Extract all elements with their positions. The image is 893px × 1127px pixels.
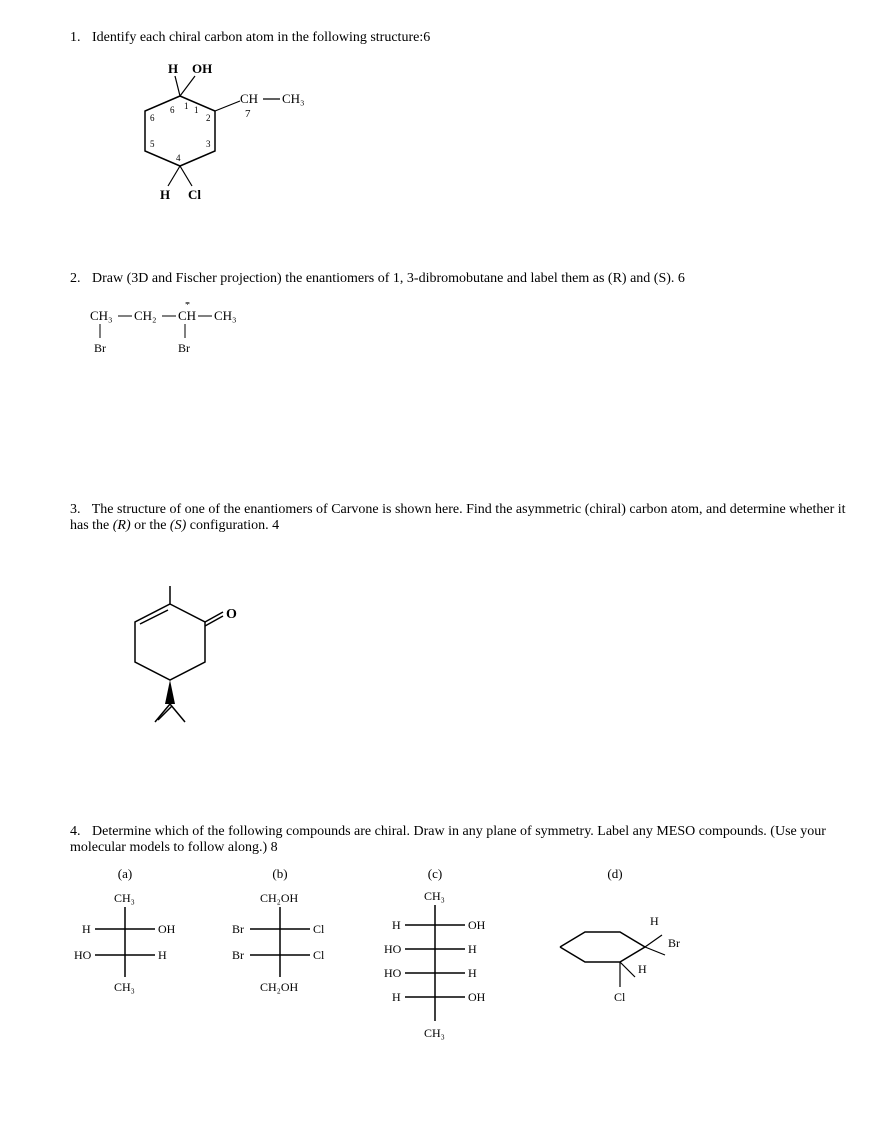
svg-text:OH: OH <box>468 990 486 1004</box>
svg-text:6: 6 <box>150 113 155 123</box>
svg-text:CH₃: CH₃ <box>424 889 445 903</box>
q4-b-svg: CH₂OH Br Cl Br Cl CH₂OH <box>220 887 340 997</box>
svg-text:OH: OH <box>192 61 212 76</box>
q4-item-b: (b) CH₂OH Br Cl Br Cl CH₂OH <box>220 866 340 1047</box>
question-4: 4. Determine which of the following comp… <box>40 824 853 1047</box>
q4-structures-row: (a) CH₃ H OH HO H CH₃ (b) CH₂OH Br <box>70 866 853 1047</box>
svg-text:4: 4 <box>176 153 181 163</box>
svg-text:O: O <box>226 607 237 622</box>
svg-text:H: H <box>82 922 91 936</box>
q1-structure-svg: 1 2 3 4 5 6 6 1 H OH CH CH₃ 7 H Cl <box>100 61 340 221</box>
svg-text:5: 5 <box>150 139 155 149</box>
svg-text:Cl: Cl <box>313 922 325 936</box>
q4-item-a: (a) CH₃ H OH HO H CH₃ <box>70 866 180 1047</box>
svg-text:H: H <box>650 914 659 928</box>
svg-text:*: * <box>185 302 190 311</box>
q2-text: Draw (3D and Fischer projection) the ena… <box>92 271 685 286</box>
svg-text:OH: OH <box>468 918 486 932</box>
q1-structure: 1 2 3 4 5 6 6 1 H OH CH CH₃ 7 H Cl <box>100 61 853 221</box>
svg-text:CH₃: CH₃ <box>114 980 135 994</box>
svg-text:CH₃: CH₃ <box>90 308 113 323</box>
svg-text:CH₂: CH₂ <box>134 308 157 323</box>
q3-R: (R) <box>113 518 131 533</box>
q3-number: 3. <box>70 502 81 517</box>
q1-text: Identify each chiral carbon atom in the … <box>92 30 430 45</box>
q4-c-svg: CH₃ H OH HO H HO H H OH CH₃ <box>380 887 490 1047</box>
q4-a-svg: CH₃ H OH HO H CH₃ <box>70 887 180 997</box>
q2-chain-svg: CH₃ CH₂ CH * CH₃ Br Br <box>90 302 350 362</box>
q4-d-label: (d) <box>530 866 700 882</box>
svg-text:CH₃: CH₃ <box>282 91 305 106</box>
q2-number: 2. <box>70 271 81 286</box>
svg-text:1: 1 <box>194 105 199 115</box>
svg-text:HO: HO <box>74 948 92 962</box>
question-3: 3. The structure of one of the enantiome… <box>40 502 853 744</box>
svg-text:H: H <box>158 948 167 962</box>
svg-text:CH₃: CH₃ <box>424 1026 445 1040</box>
q4-number: 4. <box>70 824 81 839</box>
svg-text:Cl: Cl <box>188 187 201 202</box>
q3-or: or the <box>131 518 170 533</box>
svg-text:H: H <box>392 990 401 1004</box>
svg-text:1: 1 <box>184 101 189 111</box>
svg-text:2: 2 <box>206 113 211 123</box>
q2-text-content: Draw (3D and Fischer projection) the ena… <box>92 271 685 286</box>
svg-text:H: H <box>168 61 178 76</box>
svg-text:CH₂OH: CH₂OH <box>260 891 299 905</box>
svg-text:7: 7 <box>245 108 251 120</box>
svg-text:OH: OH <box>158 922 176 936</box>
q2-chain: CH₃ CH₂ CH * CH₃ Br Br <box>90 302 853 362</box>
q1-number: 1. <box>70 30 81 45</box>
svg-text:Br: Br <box>94 341 106 355</box>
svg-text:6: 6 <box>170 105 175 115</box>
q3-carvone-svg: O <box>100 574 280 744</box>
svg-text:Br: Br <box>668 936 680 950</box>
svg-text:CH₂OH: CH₂OH <box>260 980 299 994</box>
q4-c-label: (c) <box>380 866 490 882</box>
q4-item-c: (c) CH₃ H OH HO H HO H H OH CH₃ <box>380 866 490 1047</box>
q3-structure: O <box>100 574 853 744</box>
svg-text:CH₃: CH₃ <box>214 308 237 323</box>
q3-S: (S) <box>170 518 186 533</box>
svg-text:CH: CH <box>240 91 258 106</box>
svg-text:CH₃: CH₃ <box>114 891 135 905</box>
svg-text:Br: Br <box>178 341 190 355</box>
svg-text:H: H <box>392 918 401 932</box>
svg-text:3: 3 <box>206 139 211 149</box>
svg-text:H: H <box>638 962 647 976</box>
question-1: 1. Identify each chiral carbon atom in t… <box>40 30 853 221</box>
svg-text:Cl: Cl <box>614 990 626 1004</box>
q4-item-d: (d) H Br H Cl <box>530 866 700 1047</box>
svg-text:Br: Br <box>232 922 244 936</box>
q3-text2: configuration. 4 <box>186 518 279 533</box>
svg-text:HO: HO <box>384 966 402 980</box>
svg-text:Cl: Cl <box>313 948 325 962</box>
question-2: 2. Draw (3D and Fischer projection) the … <box>40 271 853 362</box>
svg-text:H: H <box>468 942 477 956</box>
q3-text: The structure of one of the enantiomers … <box>70 502 846 533</box>
q4-text: Determine which of the following compoun… <box>70 824 826 855</box>
q4-b-label: (b) <box>220 866 340 882</box>
svg-text:H: H <box>160 187 170 202</box>
svg-text:HO: HO <box>384 942 402 956</box>
svg-text:H: H <box>468 966 477 980</box>
svg-text:Br: Br <box>232 948 244 962</box>
q4-a-label: (a) <box>70 866 180 882</box>
q4-d-svg: H Br H Cl <box>530 887 700 1007</box>
